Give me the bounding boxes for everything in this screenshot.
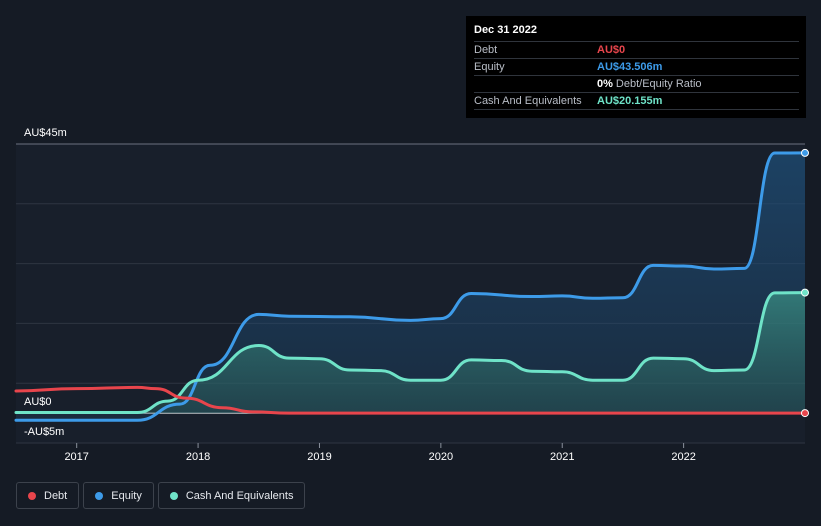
legend-item-debt[interactable]: Debt xyxy=(16,482,80,509)
cash-and-equivalents-end-marker xyxy=(801,288,809,297)
x-tick-label: 2020 xyxy=(429,451,453,463)
legend-item-equity[interactable]: Equity xyxy=(83,482,154,509)
debt-dot-icon xyxy=(28,491,36,500)
tooltip-ratio-label: Debt/Equity Ratio xyxy=(615,78,702,90)
debt-end-marker xyxy=(801,409,809,418)
line-layer xyxy=(14,151,807,422)
x-tick-label: 2017 xyxy=(64,451,88,463)
tooltip-row-equity: Equity AU$43.506m xyxy=(474,58,799,75)
tooltip-value: AU$20.155m xyxy=(597,95,663,107)
x-tick-label: 2018 xyxy=(186,451,210,463)
x-tick-label: 2019 xyxy=(307,451,331,463)
legend-item-cash[interactable]: Cash And Equivalents xyxy=(157,482,306,509)
tooltip-label: Equity xyxy=(474,61,505,73)
tooltip-row-ratio: 0% Debt/Equity Ratio xyxy=(474,75,799,92)
equity-end-marker xyxy=(801,148,809,157)
x-tick-label: 2021 xyxy=(550,451,574,463)
tooltip-value: AU$0 xyxy=(597,44,626,56)
tooltip-row-debt: Debt AU$0 xyxy=(474,41,799,58)
cash-and-equivalents-line xyxy=(14,291,807,414)
tooltip-panel: Dec 31 2022 Debt AU$0 Equity AU$43.506m … xyxy=(466,16,806,118)
tooltip-value: 0% xyxy=(597,78,613,90)
equity-dot-icon xyxy=(95,491,104,500)
y-tick-label: AU$0 xyxy=(24,396,52,408)
tooltip-label: Cash And Equivalents xyxy=(474,95,582,107)
legend-label: Debt xyxy=(44,489,68,502)
area-layer xyxy=(16,152,805,421)
y-tick-label: -AU$5m xyxy=(24,426,64,438)
legend-label: Cash And Equivalents xyxy=(185,489,294,502)
debt-line xyxy=(14,385,807,415)
cash-dot-icon xyxy=(169,491,178,500)
legend-label: Equity xyxy=(111,489,142,502)
legend: Debt Equity Cash And Equivalents xyxy=(16,482,306,509)
tooltip-row-cash: Cash And Equivalents AU$20.155m xyxy=(474,92,799,110)
cash-and-equivalents-area xyxy=(16,292,805,414)
tooltip-date: Dec 31 2022 xyxy=(474,24,537,36)
marker-layer xyxy=(801,148,809,418)
equity-line xyxy=(14,151,807,422)
x-tick-label: 2022 xyxy=(671,451,695,463)
y-tick-label: AU$45m xyxy=(24,127,67,139)
tooltip-label: Debt xyxy=(474,44,498,56)
tooltip-value: AU$43.506m xyxy=(597,61,663,73)
equity-area xyxy=(16,152,805,421)
axis-layer: AU$45m AU$0 -AU$5m 2017 2018 2019 2020 2021 2022 xyxy=(24,127,696,463)
